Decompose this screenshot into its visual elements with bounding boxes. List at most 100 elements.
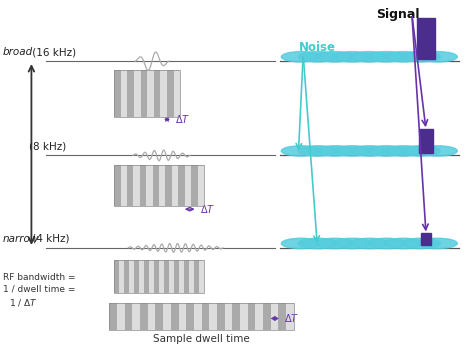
Ellipse shape bbox=[282, 238, 321, 249]
Text: $\Delta T$: $\Delta T$ bbox=[200, 203, 215, 215]
Bar bbox=[117, 303, 125, 330]
Bar bbox=[159, 260, 164, 293]
Bar bbox=[141, 70, 147, 117]
Ellipse shape bbox=[383, 146, 423, 156]
Bar bbox=[133, 166, 140, 206]
Bar bbox=[174, 260, 179, 293]
Bar bbox=[225, 303, 232, 330]
Text: Signal: Signal bbox=[376, 8, 419, 21]
Bar bbox=[240, 303, 247, 330]
Bar bbox=[129, 260, 134, 293]
Text: (16 kHz): (16 kHz) bbox=[29, 47, 76, 57]
Text: 1 / $\Delta T$: 1 / $\Delta T$ bbox=[9, 297, 38, 308]
Bar bbox=[154, 70, 160, 117]
Bar bbox=[191, 166, 198, 206]
Bar bbox=[114, 260, 204, 293]
Ellipse shape bbox=[333, 52, 372, 62]
Ellipse shape bbox=[350, 52, 389, 62]
Ellipse shape bbox=[350, 146, 389, 156]
Bar bbox=[179, 260, 184, 293]
Bar bbox=[147, 70, 154, 117]
Ellipse shape bbox=[366, 146, 406, 156]
Bar bbox=[146, 166, 153, 206]
Bar bbox=[194, 303, 201, 330]
Bar bbox=[209, 303, 217, 330]
Bar bbox=[167, 70, 173, 117]
Bar bbox=[419, 129, 433, 153]
Bar bbox=[148, 303, 155, 330]
Ellipse shape bbox=[333, 146, 372, 156]
Bar bbox=[154, 260, 159, 293]
Text: 1 / dwell time =: 1 / dwell time = bbox=[3, 285, 75, 294]
Bar bbox=[194, 260, 199, 293]
Bar bbox=[184, 260, 189, 293]
Ellipse shape bbox=[299, 146, 338, 156]
Bar bbox=[140, 303, 148, 330]
Text: RF bandwidth =: RF bandwidth = bbox=[3, 273, 75, 282]
Ellipse shape bbox=[401, 52, 440, 62]
Bar bbox=[198, 166, 204, 206]
Text: (8 kHz): (8 kHz) bbox=[29, 141, 66, 151]
Ellipse shape bbox=[350, 238, 389, 249]
Bar bbox=[134, 70, 141, 117]
Bar bbox=[232, 303, 240, 330]
Ellipse shape bbox=[418, 146, 457, 156]
Ellipse shape bbox=[299, 52, 338, 62]
Bar bbox=[109, 303, 294, 330]
Bar bbox=[173, 70, 180, 117]
Bar bbox=[119, 260, 124, 293]
Bar bbox=[139, 260, 144, 293]
Bar bbox=[134, 260, 139, 293]
Bar bbox=[178, 166, 185, 206]
Text: $\Delta T$: $\Delta T$ bbox=[175, 114, 191, 125]
Ellipse shape bbox=[282, 52, 321, 62]
Ellipse shape bbox=[366, 52, 406, 62]
Ellipse shape bbox=[418, 238, 457, 249]
Ellipse shape bbox=[366, 238, 406, 249]
Bar bbox=[128, 70, 134, 117]
Text: Sample dwell time: Sample dwell time bbox=[153, 334, 250, 344]
Ellipse shape bbox=[383, 52, 423, 62]
Text: $\Delta T$: $\Delta T$ bbox=[284, 313, 300, 324]
Bar bbox=[153, 166, 159, 206]
Ellipse shape bbox=[401, 146, 440, 156]
Bar bbox=[140, 166, 146, 206]
Bar bbox=[114, 166, 120, 206]
Bar bbox=[172, 166, 178, 206]
Bar bbox=[149, 260, 154, 293]
Ellipse shape bbox=[333, 238, 372, 249]
Bar bbox=[186, 303, 194, 330]
Bar bbox=[189, 260, 194, 293]
Bar bbox=[255, 303, 263, 330]
Bar bbox=[171, 303, 179, 330]
Ellipse shape bbox=[282, 146, 321, 156]
Bar bbox=[109, 303, 117, 330]
Ellipse shape bbox=[383, 238, 423, 249]
Bar bbox=[421, 233, 431, 245]
Bar bbox=[263, 303, 271, 330]
Bar bbox=[165, 166, 172, 206]
Bar bbox=[201, 303, 209, 330]
Bar bbox=[247, 303, 255, 330]
Ellipse shape bbox=[418, 52, 457, 62]
Bar bbox=[124, 260, 129, 293]
Bar bbox=[278, 303, 286, 330]
Bar bbox=[114, 166, 204, 206]
Bar bbox=[185, 166, 191, 206]
Bar bbox=[199, 260, 204, 293]
Bar bbox=[217, 303, 225, 330]
Bar bbox=[286, 303, 294, 330]
Bar bbox=[132, 303, 140, 330]
Bar bbox=[159, 166, 165, 206]
Bar bbox=[179, 303, 186, 330]
Bar bbox=[120, 166, 127, 206]
Ellipse shape bbox=[316, 146, 355, 156]
Text: Noise: Noise bbox=[299, 41, 336, 54]
Bar bbox=[169, 260, 174, 293]
Text: narrow: narrow bbox=[3, 234, 39, 244]
Text: (4 kHz): (4 kHz) bbox=[29, 234, 70, 244]
Ellipse shape bbox=[401, 238, 440, 249]
Bar bbox=[127, 166, 133, 206]
Bar bbox=[144, 260, 149, 293]
Ellipse shape bbox=[316, 238, 355, 249]
